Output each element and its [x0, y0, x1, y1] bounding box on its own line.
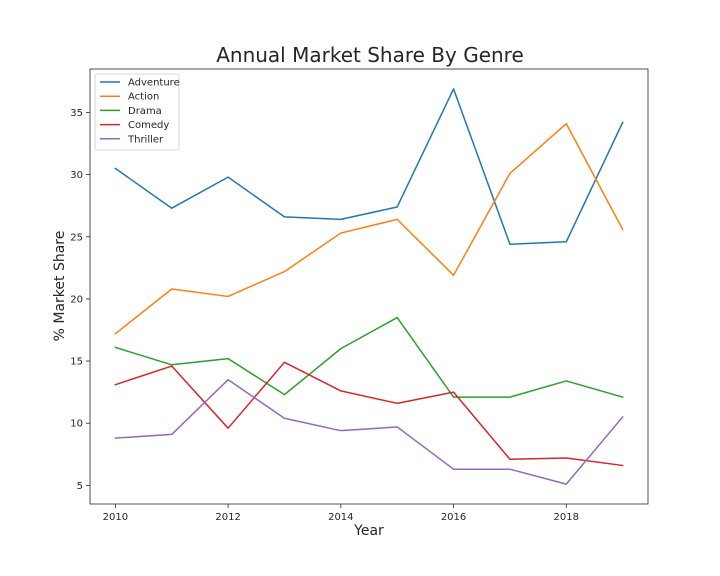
- series-line-comedy: [114, 361, 624, 467]
- legend-label-comedy: Comedy: [128, 120, 169, 131]
- x-tick-label: 2012: [215, 512, 240, 523]
- y-tick-label: 35: [70, 108, 83, 119]
- series-line-drama: [114, 316, 624, 399]
- x-tick-label: 2018: [554, 512, 579, 523]
- series-line-action: [114, 122, 624, 335]
- legend-label-action: Action: [128, 92, 159, 103]
- legend-label-drama: Drama: [128, 106, 162, 117]
- x-tick-label: 2016: [441, 512, 466, 523]
- series-line-thriller: [114, 378, 624, 485]
- x-tick-label: 2010: [103, 512, 128, 523]
- legend: Adventure Action Drama Comedy Thriller: [94, 73, 180, 151]
- y-tick-label: 20: [70, 294, 83, 305]
- chart-title: Annual Market Share By Genre: [216, 43, 524, 67]
- legend-label-adventure: Adventure: [128, 78, 180, 89]
- y-tick-label: 15: [70, 357, 83, 368]
- plot-frame: [89, 68, 649, 505]
- legend-label-thriller: Thriller: [127, 134, 164, 145]
- y-tick-label: 30: [70, 170, 83, 181]
- y-axis-label: % Market Share: [52, 231, 68, 342]
- plot-area: 2010 2012 2014 2016 2018 5 10 15 20 25 30 35 Adventu…: [70, 68, 649, 523]
- series-line-adventure: [114, 88, 624, 245]
- y-tick-label: 5: [77, 481, 83, 492]
- x-tick-label: 2014: [328, 512, 353, 523]
- y-tick-label: 25: [70, 232, 83, 243]
- legend-box: [94, 73, 180, 151]
- y-tick-label: 10: [70, 419, 83, 430]
- x-axis-label: Year: [353, 523, 384, 539]
